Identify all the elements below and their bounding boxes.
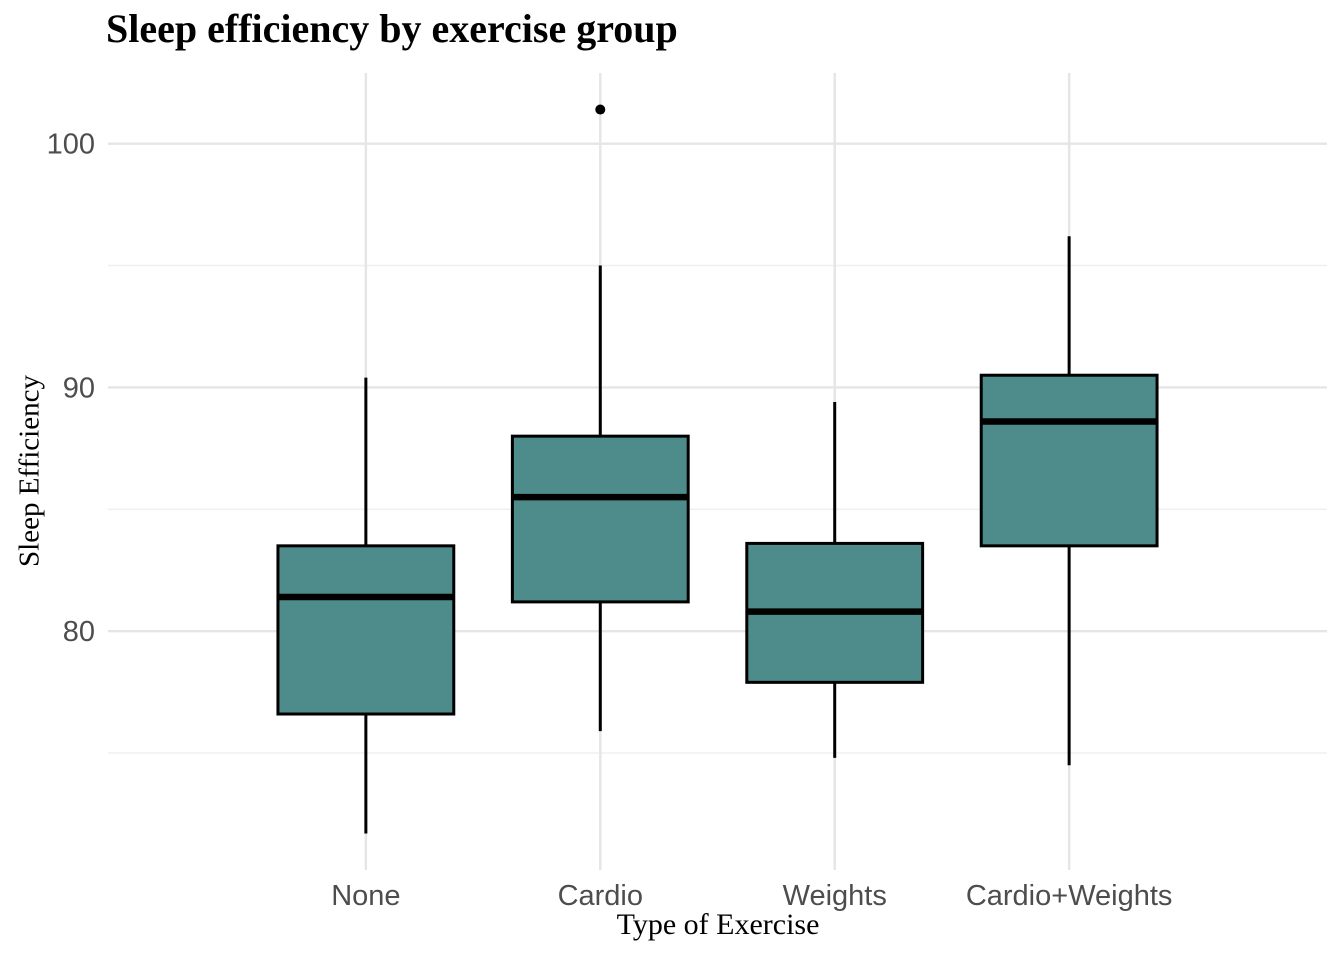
x-tick-label-cardio-weights: Cardio+Weights: [966, 880, 1173, 912]
x-axis-title: Type of Exercise: [616, 908, 820, 941]
x-tick-label-cardio: Cardio: [558, 880, 643, 912]
box-cardio-weights: [979, 373, 1159, 548]
outlier-point-cardio: [595, 104, 606, 115]
plot-title: Sleep efficiency by exercise group: [106, 6, 678, 51]
x-tick-label-weights: Weights: [783, 880, 887, 912]
y-axis-title: Sleep Efficiency: [13, 375, 46, 567]
y-tick-label-80: 80: [63, 616, 95, 648]
y-tick-label-100: 100: [47, 129, 95, 161]
box-cardio: [510, 434, 690, 604]
x-tick-label-none: None: [331, 880, 400, 912]
box-none: [276, 544, 456, 716]
y-tick-label-90: 90: [63, 372, 95, 404]
